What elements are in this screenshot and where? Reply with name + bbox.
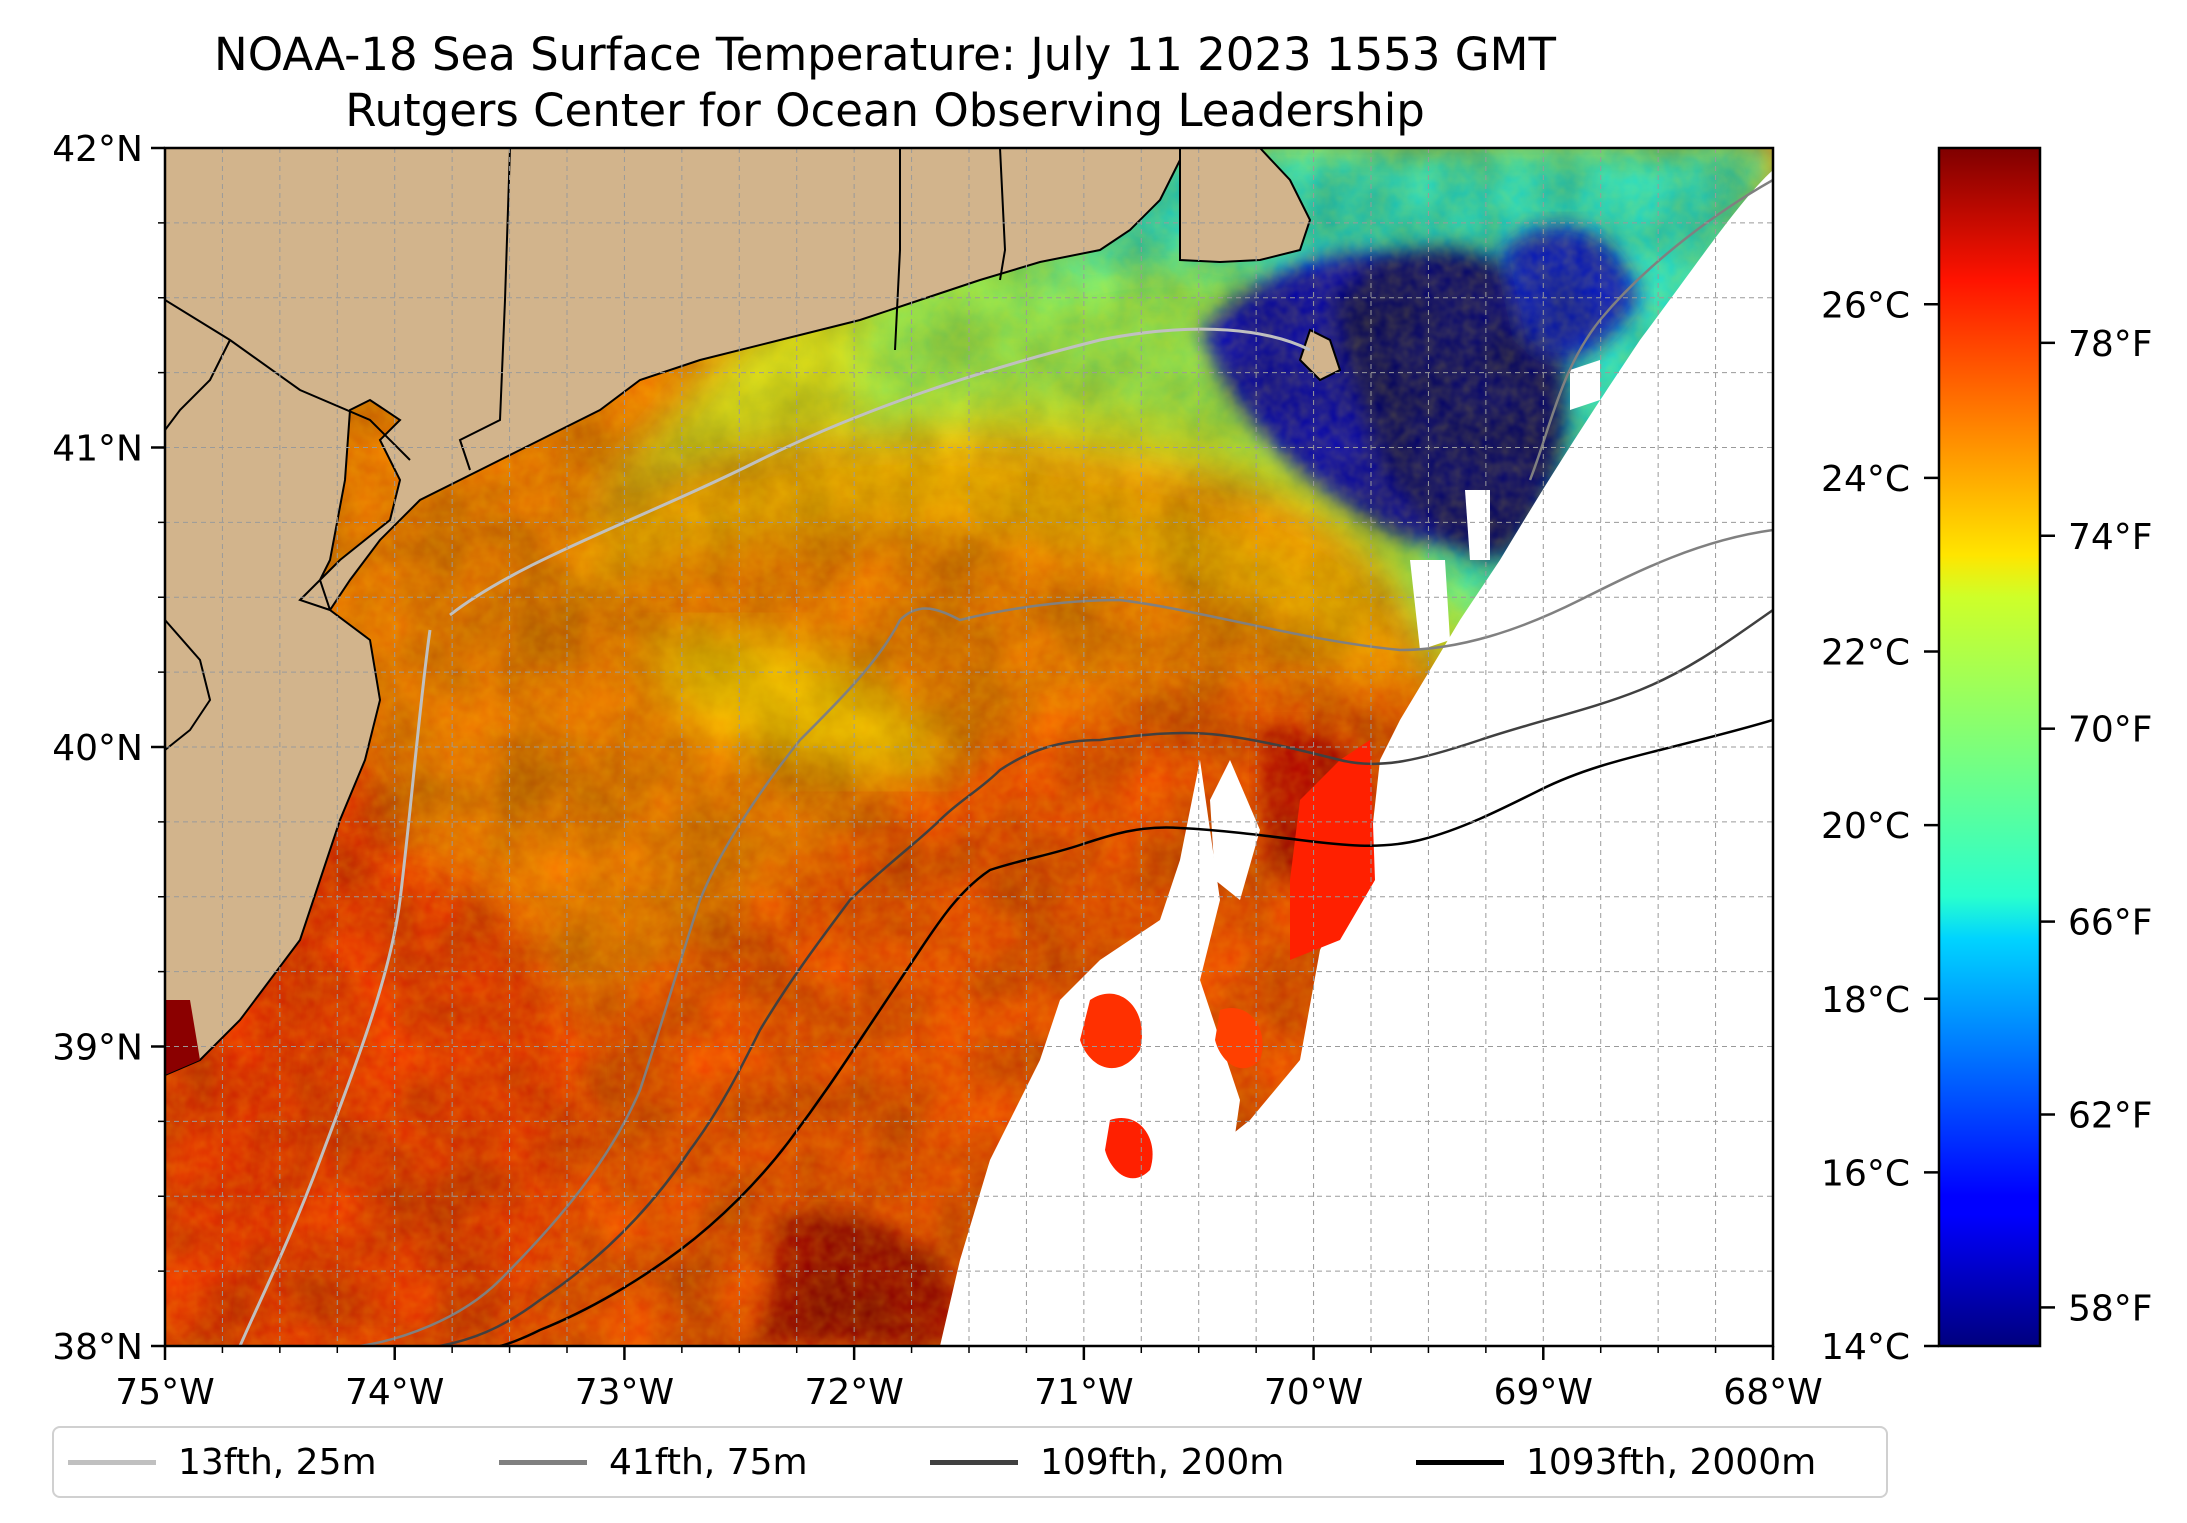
lon-tick-label: 72°W [804, 1372, 903, 1413]
isobath-2000m [499, 718, 1773, 1346]
lon-tick-label: 71°W [1034, 1372, 1133, 1413]
fahrenheit-tick-label: 66°F [2068, 903, 2153, 944]
legend-swatch-25m [68, 1459, 156, 1465]
colorbar: 14°C 16°C 18°C 20°C 22°C 24°C 26°C 58°F 62°F 66°… [1821, 146, 2153, 1368]
fahrenheit-tick-label: 70°F [2068, 710, 2153, 751]
lon-tick-label: 73°W [575, 1372, 674, 1413]
map-subtitle: Rutgers Center for Ocean Observing Leade… [345, 84, 1425, 137]
fahrenheit-tick-label: 74°F [2068, 517, 2153, 558]
legend-swatch-75m [499, 1459, 587, 1465]
lon-tick-label: 74°W [345, 1372, 444, 1413]
legend-item-200m: 109fth, 200m [930, 1440, 1284, 1484]
fahrenheit-tick-label: 58°F [2068, 1288, 2153, 1329]
isobath-legend: 13fth, 25m 41fth, 75m 109fth, 200m 1093f… [52, 1426, 1888, 1498]
celsius-tick-label: 20°C [1821, 806, 1910, 847]
isobath-200m [439, 608, 1773, 1346]
lat-tick-label: 41°N [52, 429, 143, 470]
celsius-tick-label: 24°C [1821, 459, 1910, 500]
legend-swatch-2000m [1416, 1459, 1504, 1465]
land-masses [165, 148, 1342, 1077]
legend-item-2000m: 1093fth, 2000m [1416, 1440, 1816, 1484]
fahrenheit-scale: 58°F 62°F 66°F 70°F 74°F 78°F [2040, 324, 2153, 1329]
celsius-tick-label: 22°C [1821, 633, 1910, 674]
lat-tick-label: 40°N [52, 728, 143, 769]
legend-label-200m: 109fth, 200m [1040, 1441, 1285, 1483]
lat-tick-label: 42°N [52, 129, 143, 170]
legend-label-2000m: 1093fth, 2000m [1526, 1441, 1817, 1483]
legend-label-75m: 41fth, 75m [609, 1441, 808, 1483]
lat-tick-label: 38°N [52, 1327, 143, 1368]
longitude-axis: 75°W 74°W 73°W 72°W 71°W 70°W 69°W 68°W [115, 1346, 1823, 1413]
map-gridlines [165, 148, 1773, 1346]
map-title: NOAA-18 Sea Surface Temperature: July 11… [214, 28, 1556, 81]
celsius-tick-label: 14°C [1821, 1327, 1910, 1368]
minor-ticks [158, 222, 1717, 1353]
isobaths [238, 178, 1773, 1346]
lon-tick-label: 70°W [1264, 1372, 1363, 1413]
celsius-scale: 14°C 16°C 18°C 20°C 22°C 24°C 26°C [1821, 285, 1939, 1368]
legend-swatch-200m [930, 1459, 1018, 1465]
sst-field [165, 148, 1773, 1346]
legend-item-25m: 13fth, 25m [68, 1440, 377, 1484]
celsius-tick-label: 26°C [1821, 285, 1910, 326]
lon-tick-label: 75°W [115, 1372, 214, 1413]
lon-tick-label: 68°W [1723, 1372, 1822, 1413]
lon-tick-label: 69°W [1494, 1372, 1593, 1413]
celsius-tick-label: 16°C [1821, 1153, 1910, 1194]
latitude-axis: 38°N 39°N 40°N 41°N 42°N [52, 129, 165, 1368]
colorbar-gradient [1937, 146, 2042, 1348]
isobath-75m [359, 178, 1773, 1346]
celsius-tick-label: 18°C [1821, 980, 1910, 1021]
fahrenheit-tick-label: 62°F [2068, 1096, 2153, 1137]
state-boundaries [165, 148, 1007, 751]
legend-label-25m: 13fth, 25m [178, 1441, 377, 1483]
legend-item-75m: 41fth, 75m [499, 1440, 808, 1484]
lat-tick-label: 39°N [52, 1028, 143, 1069]
fahrenheit-tick-label: 78°F [2068, 324, 2153, 365]
